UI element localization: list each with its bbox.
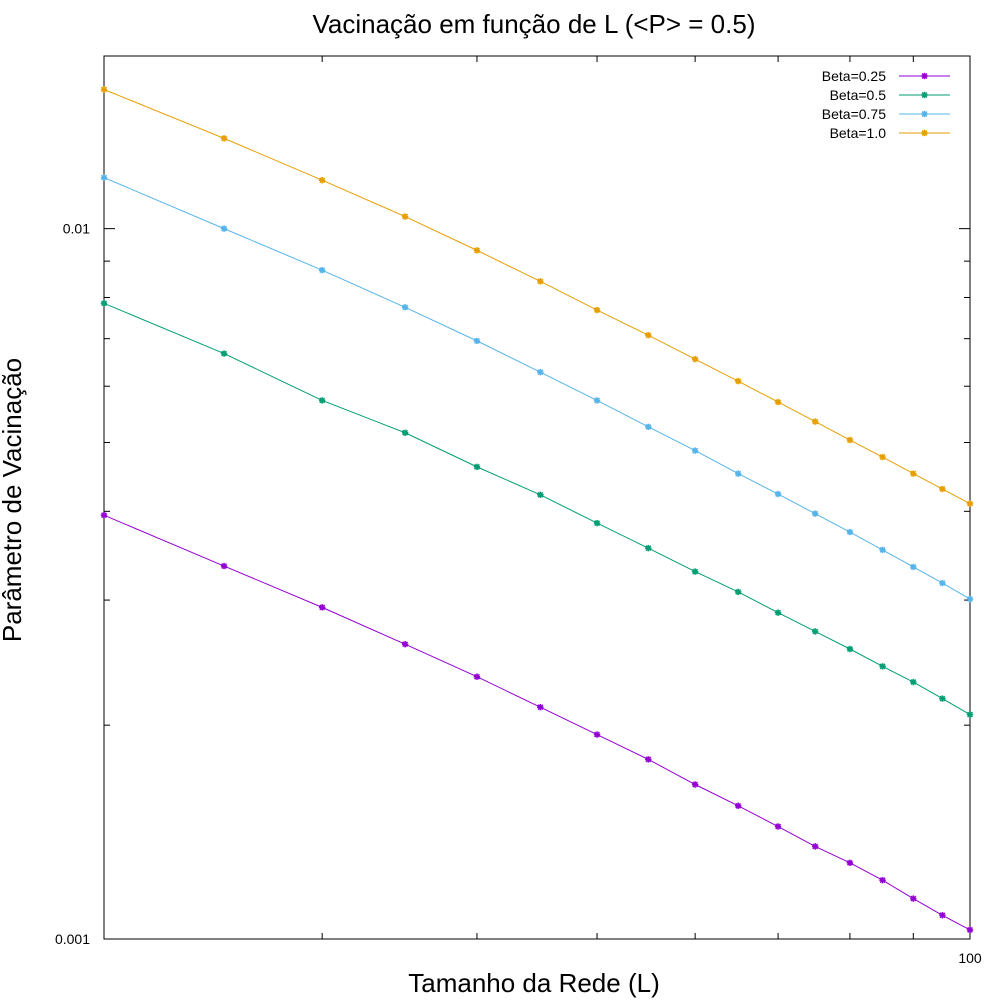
series-0-point-10: [774, 823, 782, 830]
series-3-point-12: [846, 436, 854, 444]
series-2-point-9: [735, 470, 742, 477]
series-0-point-9: [735, 802, 742, 809]
series-1-point-0: [100, 300, 108, 307]
plot-frame: [103, 55, 971, 940]
series-1-point-13: [879, 663, 886, 670]
series-2-point-13: [879, 546, 886, 554]
legend-label-1: Beta=0.5: [830, 87, 887, 103]
y-tick-label: 0.01: [63, 221, 90, 237]
series-0-point-11: [812, 843, 819, 850]
series-0-point-7: [645, 756, 652, 763]
series-3-point-7: [645, 331, 652, 339]
series-3-point-0: [100, 86, 108, 93]
series-0-point-2: [318, 604, 326, 611]
legend-label-2: Beta=0.75: [822, 106, 886, 122]
series-2-point-6: [593, 397, 601, 404]
x-tick-label: 100: [958, 950, 982, 966]
series-3-point-2: [318, 177, 326, 184]
series-0-point-0: [100, 512, 108, 519]
series-2-point-16: [966, 595, 974, 603]
series-0-point-3: [401, 641, 409, 648]
series-1-point-4: [473, 463, 481, 471]
series-3-point-1: [220, 135, 228, 142]
series-0-point-12: [846, 859, 854, 867]
series-2-point-8: [691, 447, 699, 454]
chart-title: Vacinação em função de L (<P> = 0.5): [312, 9, 755, 39]
series-3-point-5: [537, 278, 544, 285]
series-3-point-10: [774, 398, 782, 406]
series-0-point-14: [910, 895, 917, 902]
series-3-point-13: [879, 453, 886, 461]
series-3-point-11: [812, 418, 819, 425]
series-0-point-15: [939, 912, 946, 919]
series-3-point-6: [593, 306, 601, 314]
series-0-point-13: [879, 876, 886, 884]
series-1-point-3: [401, 429, 409, 436]
series-2-point-4: [473, 337, 481, 345]
series-2-point-11: [812, 510, 819, 517]
series-3-point-4: [473, 247, 481, 254]
series-3-point-15: [939, 485, 946, 493]
series-3-point-8: [691, 355, 699, 363]
series-1-point-5: [537, 491, 544, 499]
legend-label-3: Beta=1.0: [830, 125, 887, 141]
series-2-point-3: [401, 304, 409, 311]
plot-area: 0.001 0.01 100 Beta=0.25 Beta=0.5 Beta=0.75 Be…: [55, 55, 982, 966]
legend-marker-1: [921, 91, 928, 99]
series-2-point-14: [910, 563, 917, 571]
series-2-point-15: [939, 579, 946, 587]
series-1-point-2: [318, 397, 326, 404]
series-1-point-11: [812, 628, 819, 635]
series-0-point-5: [537, 703, 544, 711]
series-0-point-16: [966, 926, 974, 934]
series-1-point-10: [774, 609, 782, 616]
series-2-point-5: [537, 368, 544, 376]
legend-marker-2: [921, 110, 928, 118]
series-2-point-1: [220, 225, 228, 232]
series-0-point-4: [473, 673, 481, 680]
legend-marker-3: [921, 129, 928, 137]
series-1-point-12: [846, 645, 854, 653]
series-3-point-3: [401, 213, 409, 220]
series-3-point-14: [910, 470, 917, 477]
series-0-point-6: [593, 731, 601, 738]
series-1-point-8: [691, 568, 699, 575]
series-2-point-12: [846, 528, 854, 536]
series-1-point-16: [966, 711, 974, 718]
y-tick-label: 0.001: [55, 931, 90, 947]
series-2-point-0: [100, 174, 108, 181]
series-1-point-9: [735, 588, 742, 596]
series-1-point-6: [593, 519, 601, 527]
series-2-point-2: [318, 266, 326, 274]
series-3-point-9: [735, 377, 742, 385]
series-1-point-15: [939, 695, 946, 702]
series-1-point-14: [910, 678, 917, 686]
series-0-point-1: [220, 562, 228, 570]
legend-label-0: Beta=0.25: [822, 68, 886, 84]
series-3-point-16: [966, 500, 974, 507]
series-2-point-10: [774, 490, 782, 498]
series-1-point-7: [645, 544, 652, 552]
y-axis-label: Parâmetro de Vacinação: [0, 358, 27, 642]
series-0-point-8: [691, 781, 699, 788]
series-2-point-7: [645, 423, 652, 431]
x-axis-label: Tamanho da Rede (L): [408, 968, 659, 998]
legend-marker-0: [921, 72, 928, 80]
series-1-point-1: [220, 350, 228, 357]
